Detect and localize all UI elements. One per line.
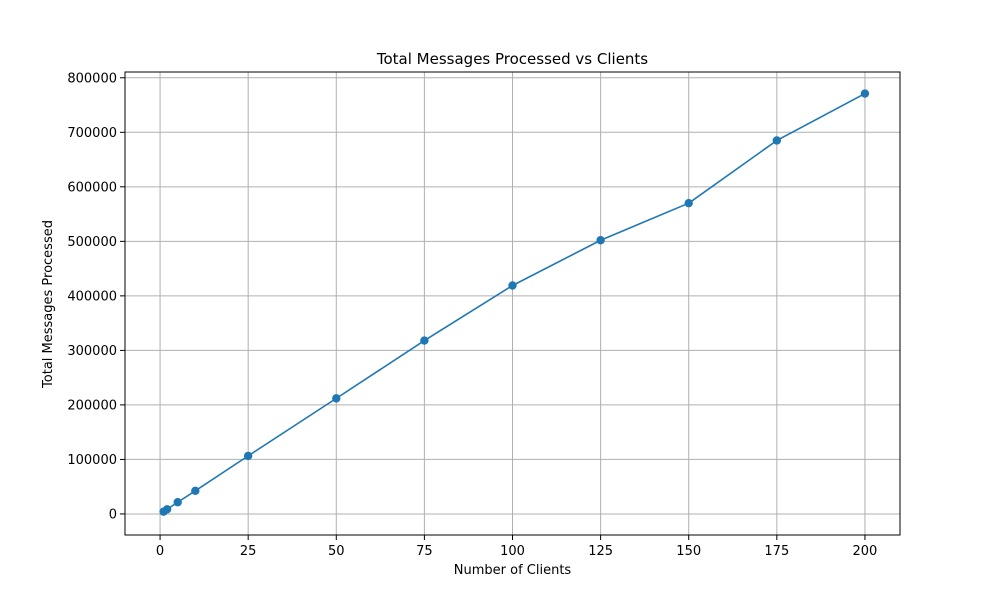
x-axis-label: Number of Clients [454, 563, 572, 578]
x-tick-label: 175 [764, 544, 789, 559]
y-tick-label: 500000 [67, 235, 117, 250]
data-point [243, 451, 253, 461]
x-tick-label: 0 [156, 544, 164, 559]
data-point [162, 505, 172, 514]
y-tick-label: 0 [109, 507, 117, 522]
x-tick-label: 25 [240, 544, 257, 559]
y-tick-label: 700000 [67, 126, 117, 141]
data-point [332, 394, 341, 403]
data-point [860, 89, 870, 98]
x-tick-label: 125 [588, 544, 613, 559]
y-axis-label: Total Messages Processed [41, 220, 56, 389]
y-tick-label: 600000 [67, 180, 117, 195]
data-point [684, 198, 693, 208]
x-tick-label: 50 [328, 544, 345, 559]
y-tick-label: 300000 [67, 344, 117, 359]
y-tick-label: 400000 [67, 289, 117, 304]
y-tick-label: 100000 [67, 453, 117, 468]
grid [125, 72, 900, 535]
data-point [508, 281, 517, 290]
y-tick-label: 200000 [67, 398, 117, 413]
x-tick-label: 150 [676, 544, 701, 559]
y-tick-label: 800000 [67, 71, 117, 86]
data-point [596, 236, 605, 245]
x-tick-label: 100 [500, 544, 525, 559]
x-tick-label: 200 [853, 544, 878, 559]
series-layer [159, 89, 870, 516]
data-point [173, 498, 182, 507]
data-point [772, 136, 782, 145]
data-point [420, 336, 429, 345]
chart-title: Total Messages Processed vs Clients [376, 50, 648, 68]
x-tick-label: 75 [416, 544, 433, 559]
data-point [191, 486, 200, 495]
tick-layer: 0 25 50 75 100 125 150 175 200 0 100000 200000 30000… [67, 71, 877, 559]
